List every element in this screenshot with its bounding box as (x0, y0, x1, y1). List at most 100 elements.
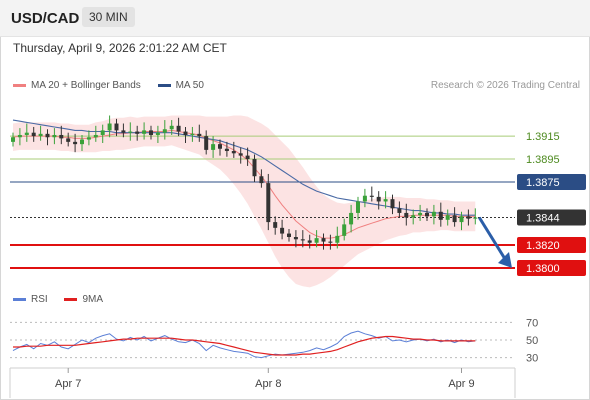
ma50-line (12, 119, 476, 216)
candle-body-10 (80, 139, 84, 145)
forecast-arrow (478, 216, 512, 268)
candle-body-59 (418, 212, 423, 216)
candle-body-46 (328, 241, 333, 243)
candle-body-52 (369, 195, 374, 197)
candle-body-6 (52, 134, 57, 138)
level-label-1: 1.3895 (526, 154, 560, 166)
rsi-tick-label-1: 50 (526, 335, 538, 347)
forecast-arrow-head (498, 251, 512, 268)
candle-body-4 (38, 133, 43, 137)
candle-body-34 (245, 155, 250, 160)
price-legend: MA 20 + Bollinger Bands MA 50 (13, 80, 218, 91)
legend-swatch-9ma (64, 297, 78, 301)
candle-body-45 (321, 238, 326, 242)
copyright-text: Research © 2026 Trading Central (430, 80, 580, 91)
candle-body-15 (114, 123, 119, 131)
forecast-arrow-shaft (478, 216, 507, 260)
candlesticks (11, 115, 478, 250)
candle-body-60 (425, 212, 429, 217)
rsi-series-1 (13, 335, 476, 356)
candle-body-42 (300, 239, 305, 241)
candle-body-47 (335, 235, 340, 243)
candle-body-33 (238, 153, 243, 156)
candle-body-16 (121, 130, 126, 133)
legend-swatch-rsi (13, 297, 26, 301)
legend-item-ma50: MA 50 (157, 80, 204, 91)
timeframe-badge[interactable]: 30 MIN (82, 7, 135, 27)
candle-body-27 (197, 133, 202, 137)
candle-body-12 (93, 134, 98, 138)
legend-swatch-ma50 (157, 83, 171, 87)
x-tick-label-1: Apr 8 (255, 378, 281, 390)
candle-body-36 (259, 176, 264, 184)
candle-body-28 (204, 136, 209, 150)
time-axis: Apr 7 Apr 8 Apr 9 (9, 367, 516, 398)
candle-body-56 (397, 208, 402, 213)
candle-body-41 (293, 237, 298, 240)
candle-body-50 (356, 201, 360, 213)
candle-body-65 (459, 216, 464, 223)
rsi-panel: 70 50 30 (10, 317, 538, 365)
candle-body-0 (11, 137, 15, 142)
candle-body-11 (86, 137, 91, 140)
rsi-series-0 (12, 330, 476, 359)
rsi-tick-label-2: 30 (526, 353, 538, 365)
candle-body-21 (155, 132, 160, 135)
legend-label-ma50: MA 50 (175, 80, 204, 91)
candle-body-17 (128, 131, 133, 133)
level-tag-text-4: 1.3820 (526, 240, 560, 252)
level-label-0: 1.3915 (526, 131, 560, 143)
candle-body-55 (390, 199, 395, 209)
candle-body-14 (107, 123, 112, 131)
level-tags: 1.3915 1.3895 1.3875 1.3844 1.3820 1.3800 (517, 131, 586, 276)
candle-body-67 (473, 217, 478, 219)
candle-body-66 (466, 216, 471, 219)
x-tick-label-0: Apr 7 (55, 378, 81, 390)
legend-label-ma20: MA 20 + Bollinger Bands (31, 80, 141, 91)
rsi-legend: RSI 9MA (13, 294, 117, 305)
candle-body-37 (266, 183, 271, 223)
candle-body-1 (17, 134, 22, 138)
candle-body-24 (176, 125, 181, 132)
level-tag-3 (517, 209, 586, 226)
candle-body-18 (135, 131, 140, 134)
candle-body-48 (342, 224, 347, 236)
x-tick-label-2: Apr 9 (448, 378, 474, 390)
candle-body-5 (45, 133, 50, 138)
level-tag-5 (517, 259, 586, 276)
candle-body-54 (383, 199, 388, 202)
candle-body-2 (24, 132, 29, 135)
candle-body-57 (404, 212, 409, 218)
candle-body-26 (190, 133, 195, 135)
candle-body-7 (59, 134, 64, 139)
level-tag-4 (517, 237, 586, 254)
candle-body-53 (376, 196, 381, 202)
candle-body-32 (231, 151, 236, 154)
candle-body-40 (287, 233, 291, 237)
level-tag-text-5: 1.3800 (526, 263, 560, 275)
candle-body-64 (452, 215, 457, 223)
candle-body-22 (162, 129, 167, 133)
candle-body-31 (224, 148, 229, 152)
candle-body-51 (362, 195, 367, 202)
candle-body-39 (280, 227, 285, 234)
legend-item-rsi: RSI (13, 294, 48, 305)
level-tag-text-3: 1.3844 (526, 213, 560, 225)
candle-body-62 (438, 211, 443, 220)
legend-swatch-ma20 (13, 83, 26, 87)
timestamp: Thursday, April 9, 2026 2:01:22 AM CET (13, 41, 227, 55)
legend-label-rsi: RSI (31, 294, 48, 305)
level-tag-text-2: 1.3875 (526, 177, 560, 189)
candle-body-8 (66, 138, 71, 142)
level-tag-2 (517, 173, 586, 190)
symbol-title: USD/CAD (11, 10, 80, 27)
candle-body-29 (211, 144, 216, 150)
candle-body-63 (445, 215, 450, 220)
candle-body-30 (218, 144, 222, 149)
candle-body-35 (252, 159, 257, 177)
candle-body-61 (431, 211, 436, 217)
legend-item-ma20: MA 20 + Bollinger Bands (13, 80, 141, 91)
candle-body-3 (31, 132, 36, 137)
candle-body-23 (169, 125, 174, 130)
